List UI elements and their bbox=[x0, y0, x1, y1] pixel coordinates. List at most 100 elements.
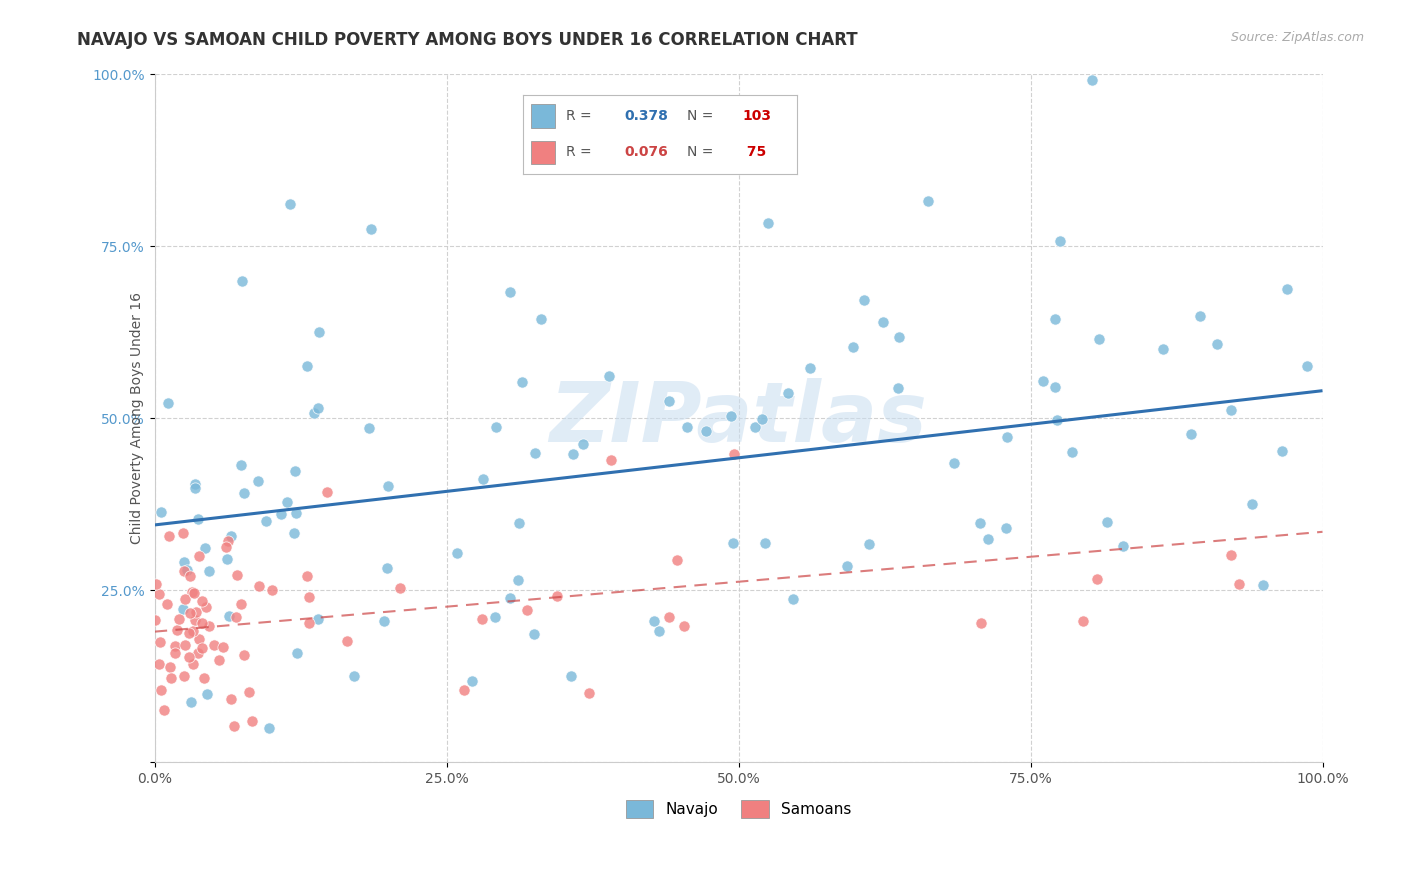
Point bbox=[523, 627, 546, 641]
Point bbox=[1045, 312, 1067, 326]
Point bbox=[238, 684, 260, 698]
Point bbox=[315, 485, 337, 500]
Point bbox=[177, 626, 200, 640]
Point bbox=[149, 683, 172, 698]
Point bbox=[506, 573, 529, 587]
Point bbox=[208, 653, 231, 667]
Point bbox=[193, 671, 215, 685]
Point bbox=[1219, 548, 1241, 562]
Point bbox=[471, 472, 494, 486]
Point bbox=[191, 615, 214, 630]
Point bbox=[148, 657, 170, 671]
Point bbox=[889, 330, 911, 344]
Point bbox=[173, 668, 195, 682]
Point bbox=[695, 424, 717, 438]
Point bbox=[212, 640, 235, 655]
Point bbox=[976, 533, 998, 547]
Point bbox=[276, 495, 298, 509]
Point bbox=[231, 274, 253, 288]
Point bbox=[159, 660, 181, 674]
Point bbox=[1275, 282, 1298, 296]
Point bbox=[842, 340, 865, 354]
Point bbox=[666, 552, 689, 566]
Point bbox=[1240, 497, 1263, 511]
Point bbox=[165, 647, 187, 661]
Point bbox=[217, 534, 239, 549]
Point bbox=[298, 590, 321, 604]
Point bbox=[219, 691, 242, 706]
Point bbox=[191, 594, 214, 608]
Point bbox=[198, 619, 221, 633]
Point bbox=[377, 479, 399, 493]
Point bbox=[388, 581, 411, 595]
Point bbox=[600, 453, 623, 467]
Point bbox=[508, 516, 530, 530]
Point bbox=[1087, 332, 1109, 346]
Point bbox=[721, 535, 744, 549]
Point bbox=[215, 552, 238, 566]
Point bbox=[184, 481, 207, 495]
Point bbox=[336, 634, 359, 648]
Point bbox=[1271, 443, 1294, 458]
Point bbox=[484, 610, 506, 624]
Point bbox=[179, 568, 201, 582]
Point bbox=[598, 368, 620, 383]
Point bbox=[499, 591, 522, 605]
Point bbox=[284, 464, 307, 478]
Point bbox=[887, 381, 910, 395]
Point bbox=[516, 603, 538, 617]
Point bbox=[160, 671, 183, 685]
Point bbox=[172, 526, 194, 541]
Point bbox=[187, 646, 209, 660]
Point bbox=[648, 624, 671, 638]
Point bbox=[145, 576, 167, 591]
Point bbox=[360, 221, 382, 235]
Point bbox=[1188, 310, 1211, 324]
Point bbox=[188, 632, 211, 646]
Point bbox=[917, 194, 939, 208]
Point bbox=[308, 325, 330, 339]
Point bbox=[995, 429, 1018, 443]
Point bbox=[1043, 380, 1066, 394]
Point bbox=[197, 687, 219, 701]
Point bbox=[173, 564, 195, 578]
Point bbox=[658, 394, 681, 409]
Point bbox=[202, 639, 225, 653]
Point bbox=[297, 359, 319, 373]
Point bbox=[283, 525, 305, 540]
Legend: Navajo, Samoans: Navajo, Samoans bbox=[620, 794, 858, 823]
Point bbox=[970, 615, 993, 630]
Point bbox=[172, 601, 194, 615]
Point bbox=[307, 612, 329, 626]
Point bbox=[198, 564, 221, 578]
Point bbox=[157, 396, 180, 410]
Point bbox=[1205, 337, 1227, 351]
Point bbox=[149, 635, 172, 649]
Point bbox=[232, 486, 254, 500]
Point bbox=[546, 590, 568, 604]
Point bbox=[167, 613, 190, 627]
Point bbox=[858, 537, 880, 551]
Point bbox=[453, 682, 475, 697]
Point bbox=[174, 591, 197, 606]
Point bbox=[1152, 343, 1174, 357]
Point bbox=[523, 446, 546, 460]
Point bbox=[485, 420, 508, 434]
Point bbox=[744, 420, 766, 434]
Point bbox=[460, 673, 482, 688]
Point bbox=[853, 293, 876, 307]
Point bbox=[191, 640, 214, 655]
Point bbox=[1032, 374, 1054, 388]
Point bbox=[658, 610, 681, 624]
Point bbox=[1220, 403, 1243, 417]
Point bbox=[835, 559, 858, 574]
Point bbox=[969, 516, 991, 531]
Point bbox=[799, 361, 821, 376]
Point bbox=[257, 721, 280, 735]
Point bbox=[471, 612, 494, 626]
Point bbox=[153, 703, 176, 717]
Point bbox=[156, 597, 179, 611]
Point bbox=[166, 624, 188, 638]
Point bbox=[375, 561, 398, 575]
Point bbox=[1049, 234, 1071, 248]
